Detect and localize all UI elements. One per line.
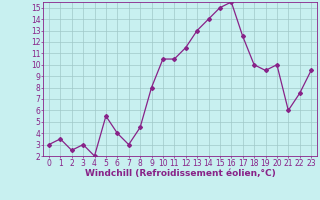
X-axis label: Windchill (Refroidissement éolien,°C): Windchill (Refroidissement éolien,°C) xyxy=(84,169,276,178)
